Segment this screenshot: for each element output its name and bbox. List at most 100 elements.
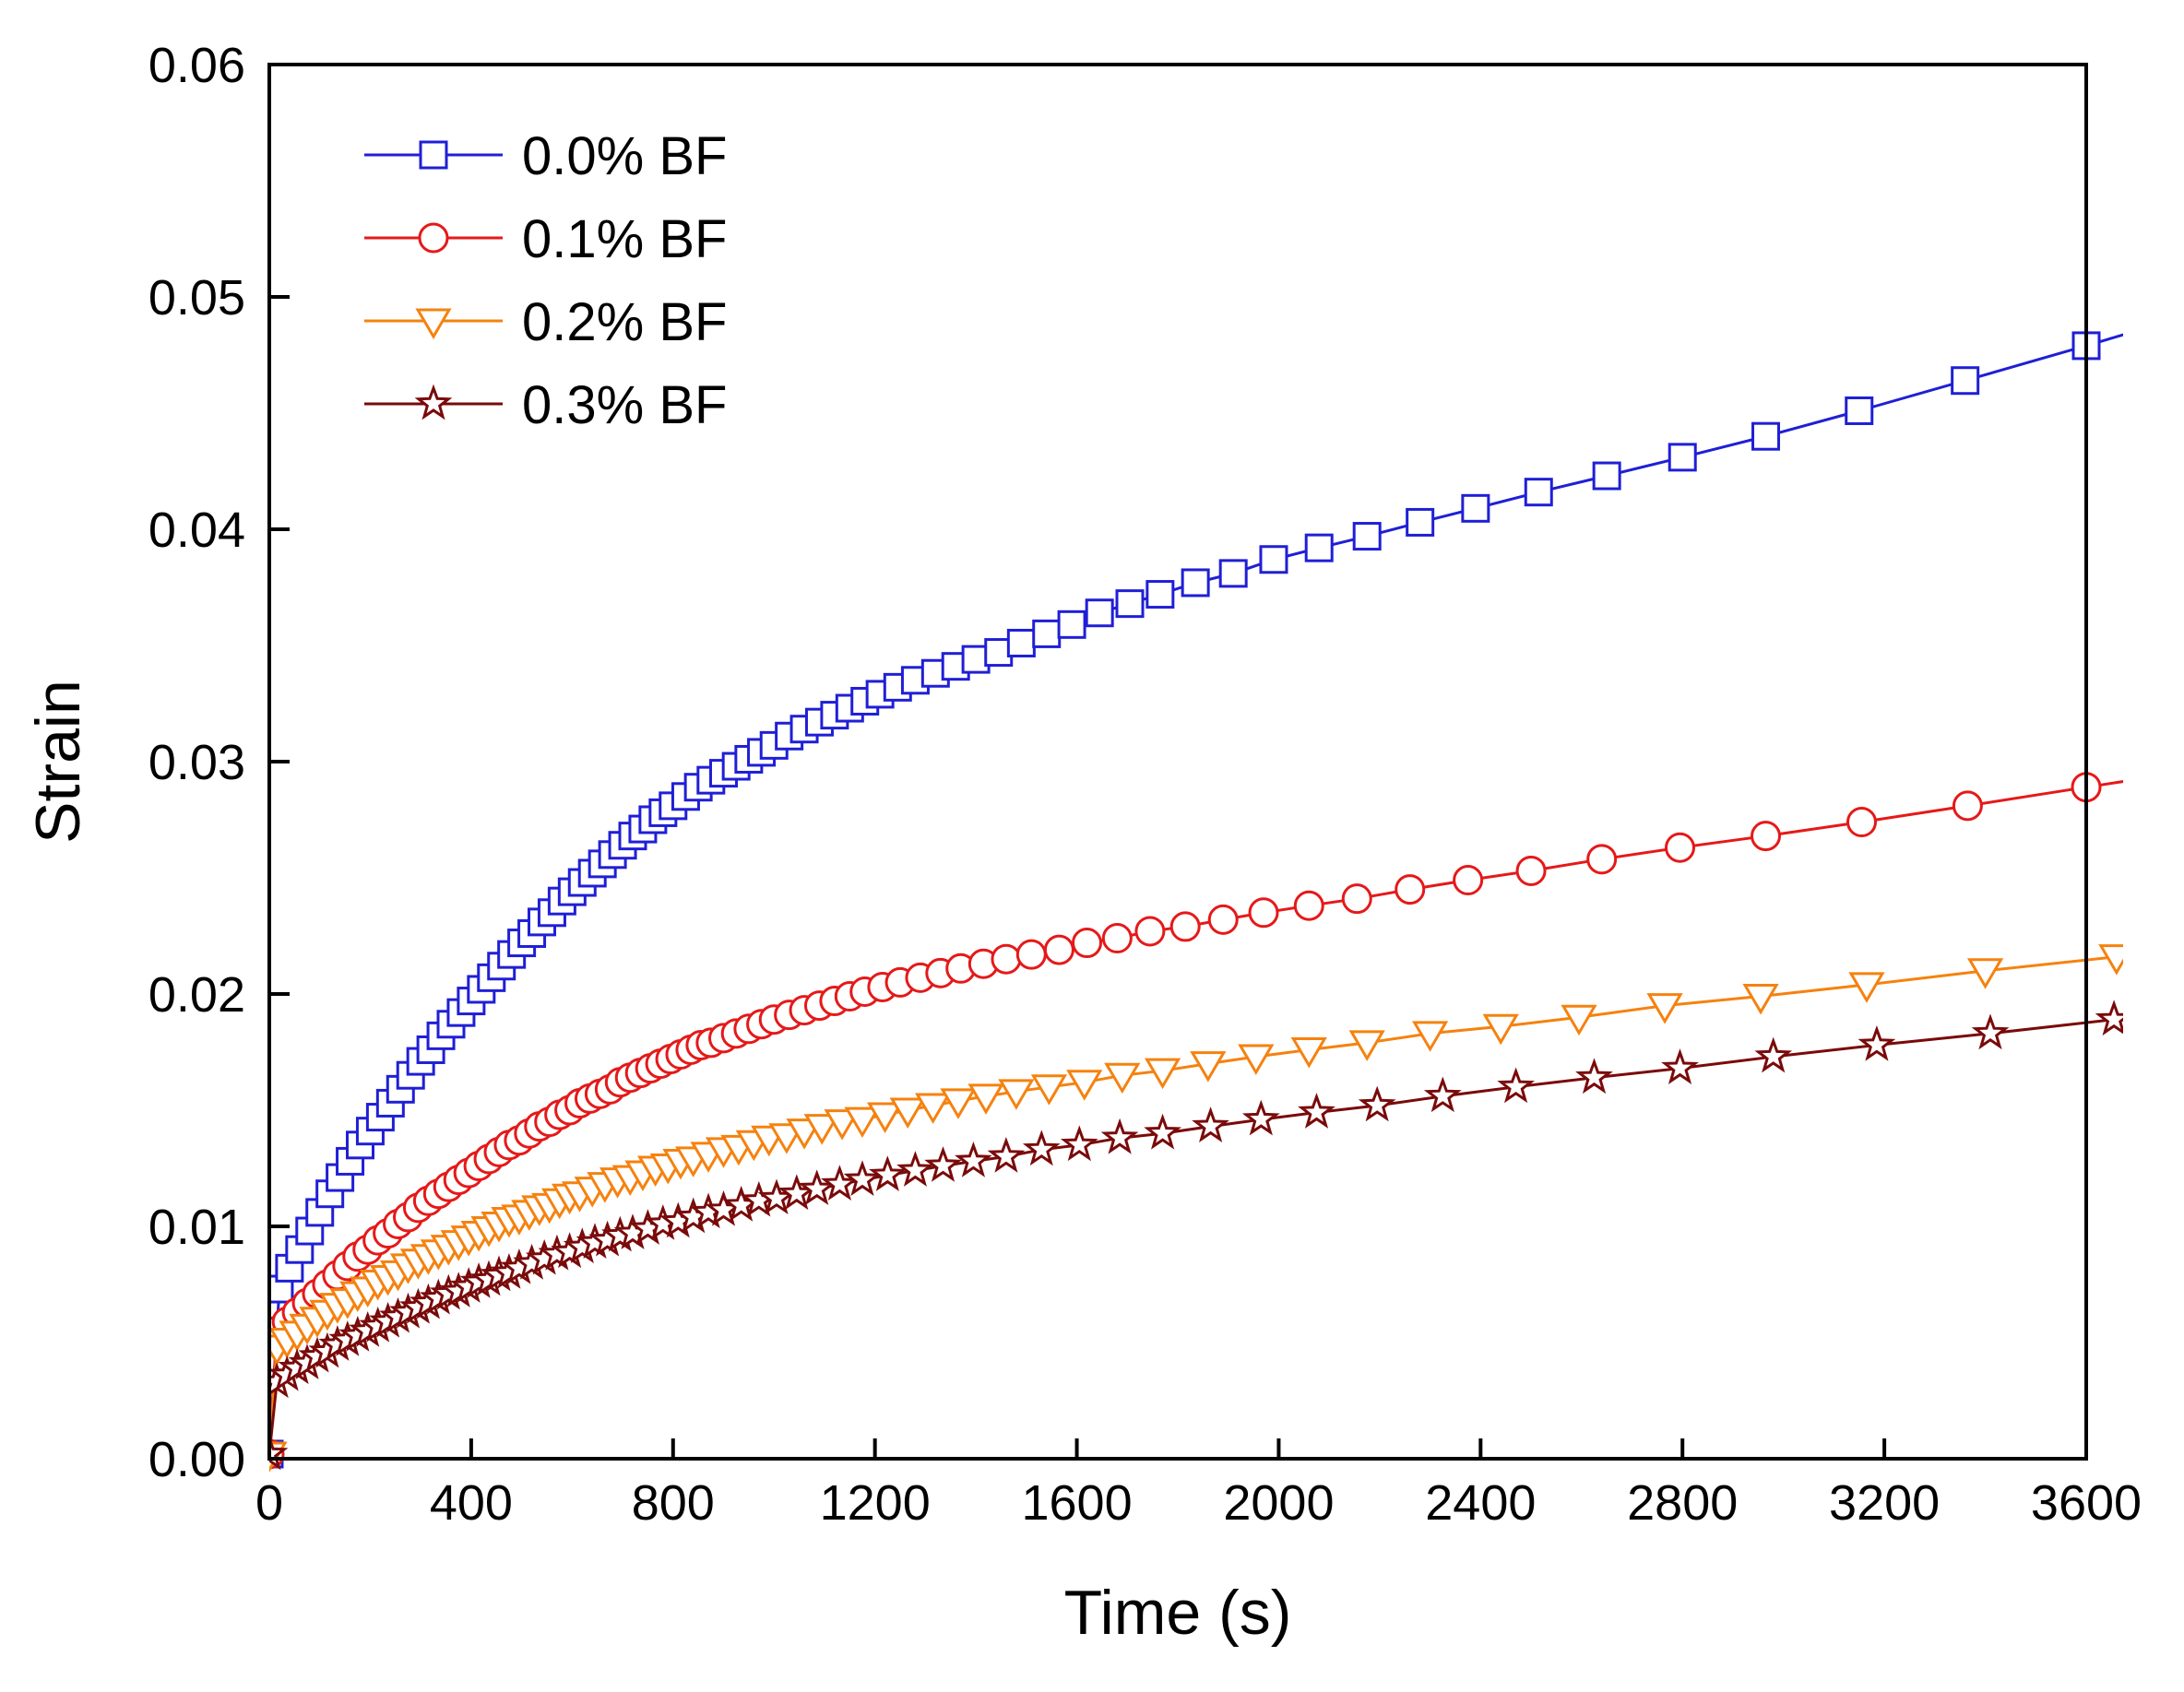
- series-1: [269, 772, 2123, 1470]
- y-axis-title: Strain: [23, 680, 93, 844]
- y-tick-label: 0.05: [148, 270, 245, 325]
- data-point: [1575, 1058, 1613, 1094]
- data-point: [798, 1169, 837, 1205]
- series-layer: [269, 331, 2123, 1473]
- data-point: [1043, 934, 1074, 965]
- x-tick-label: 3200: [1829, 1475, 1940, 1531]
- data-point: [824, 1109, 861, 1141]
- data-point: [1115, 589, 1145, 619]
- data-point: [1218, 559, 1248, 588]
- data-point: [1661, 1048, 1699, 1084]
- x-tick-label: 3600: [2031, 1475, 2142, 1531]
- y-tick-label: 0.04: [148, 503, 245, 558]
- legend: 0.0% BF 0.1% BF 0.2% BF 0.3% BF: [364, 126, 727, 435]
- data-point: [1646, 993, 1683, 1024]
- data-point: [1145, 580, 1175, 609]
- data-point: [1144, 1058, 1181, 1090]
- series-0: [269, 331, 2123, 1469]
- data-point: [1592, 461, 1621, 491]
- data-point: [1104, 1062, 1141, 1094]
- data-point: [1169, 911, 1201, 942]
- x-tick-label: 800: [632, 1475, 715, 1531]
- data-point: [1952, 790, 1983, 822]
- data-point: [991, 943, 1022, 975]
- data-point: [1497, 1067, 1535, 1104]
- data-point: [1453, 865, 1484, 896]
- data-point: [1971, 1013, 2010, 1050]
- data-point: [1241, 1099, 1280, 1136]
- legend-marker: [415, 308, 452, 339]
- y-tick-label: 0.01: [148, 1200, 245, 1255]
- data-point: [1561, 1004, 1597, 1036]
- series-line: [269, 333, 2123, 1455]
- data-point: [1845, 396, 1874, 425]
- data-point: [1751, 421, 1781, 451]
- legend-label: 0.0% BF: [522, 126, 727, 186]
- data-point: [1966, 958, 2004, 989]
- data-point: [1461, 493, 1490, 523]
- data-point: [1515, 855, 1547, 886]
- legend-marker: [419, 140, 448, 170]
- data-point: [1006, 628, 1036, 657]
- data-point: [1015, 939, 1047, 970]
- data-point: [1348, 1030, 1385, 1061]
- legend-label: 0.2% BF: [522, 292, 727, 352]
- data-point: [1101, 923, 1133, 954]
- data-point: [843, 1160, 882, 1196]
- data-point: [1030, 1074, 1068, 1106]
- x-tick-label: 0: [255, 1475, 283, 1531]
- data-point: [1248, 897, 1279, 929]
- data-point: [1207, 904, 1239, 935]
- x-tick-label: 2800: [1627, 1475, 1738, 1531]
- axes-layer: 0 400 800 1200 1600 2000 2400 2800 3200 3600 0.00 0…: [148, 38, 2142, 1531]
- legend-marker: [414, 384, 453, 420]
- data-point: [1848, 972, 1885, 1003]
- data-point: [896, 1151, 934, 1187]
- data-point: [869, 1155, 907, 1191]
- data-point: [1134, 916, 1166, 947]
- data-point: [1100, 1118, 1139, 1154]
- data-point: [844, 1106, 881, 1139]
- data-point: [1664, 832, 1695, 863]
- data-point: [955, 1141, 992, 1177]
- data-point: [1293, 890, 1324, 921]
- data-point: [1406, 507, 1435, 537]
- data-point: [1072, 928, 1102, 959]
- data-point: [924, 1146, 962, 1182]
- data-point: [1951, 366, 1980, 396]
- data-point: [967, 1083, 1004, 1115]
- data-point: [1668, 443, 1697, 472]
- data-point: [889, 1097, 926, 1129]
- x-tick-label: 1200: [820, 1475, 931, 1531]
- data-point: [1395, 874, 1426, 905]
- x-tick-label: 2400: [1425, 1475, 1536, 1531]
- data-point: [789, 715, 819, 744]
- data-point: [1304, 533, 1334, 562]
- data-point: [1066, 1070, 1103, 1101]
- data-point: [1192, 1106, 1229, 1142]
- data-point: [1524, 478, 1553, 507]
- data-point: [940, 1088, 977, 1119]
- data-point: [803, 1114, 840, 1145]
- data-point: [1751, 821, 1782, 852]
- data-point: [1144, 1113, 1181, 1150]
- series-line: [269, 1018, 2115, 1455]
- data-point: [1358, 1085, 1396, 1122]
- data-point: [1858, 1024, 1896, 1061]
- data-point: [987, 1137, 1026, 1173]
- data-point: [1754, 1036, 1793, 1073]
- data-point: [866, 1102, 904, 1134]
- data-point: [1238, 1044, 1275, 1076]
- legend-label: 0.3% BF: [522, 375, 727, 435]
- y-tick-label: 0.06: [148, 38, 245, 93]
- series-2: [269, 944, 2123, 1473]
- x-tick-label: 400: [430, 1475, 513, 1531]
- x-axis-title: Time (s): [1064, 1578, 1292, 1648]
- data-point: [1482, 1013, 1519, 1046]
- x-tick-label: 1600: [1021, 1475, 1132, 1531]
- data-point: [1352, 522, 1382, 551]
- y-tick-label: 0.02: [148, 967, 245, 1023]
- data-point: [1022, 1130, 1061, 1166]
- data-point: [1290, 1036, 1327, 1069]
